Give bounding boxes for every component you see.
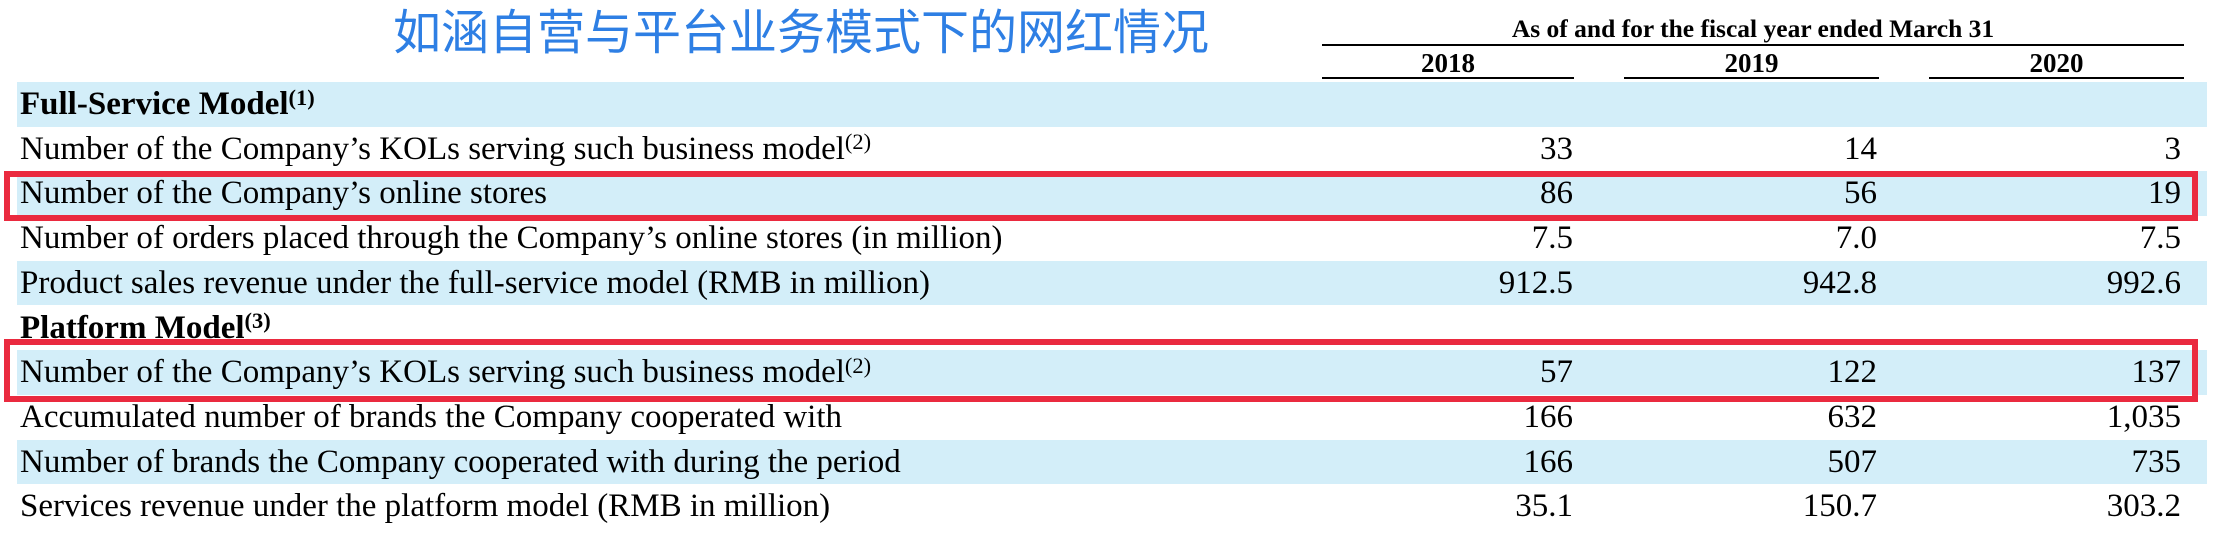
value-2020: 303.2 — [2106, 488, 2181, 525]
value-2020: 137 — [2131, 354, 2182, 391]
footnote-marker: (1) — [288, 84, 315, 110]
value-2019: 942.8 — [1802, 264, 1877, 301]
value-2019: 507 — [1827, 443, 1878, 480]
footnote-marker: (3) — [244, 308, 271, 334]
section-heading: Full-Service Model(1) — [20, 82, 315, 127]
value-2019: 56 — [1844, 175, 1877, 212]
value-2019: 7.0 — [1835, 220, 1877, 257]
value-2018: 912.5 — [1498, 264, 1573, 301]
row-label: Number of the Company’s online stores — [20, 175, 548, 212]
table-row: Number of the Company’s online stores 86… — [17, 171, 2207, 217]
table-row: Accumulated number of brands the Company… — [17, 395, 2207, 440]
year-header-2020: 2020 — [1929, 49, 2184, 79]
section-row-full-service: Full-Service Model(1) — [17, 82, 2207, 127]
value-2018: 35.1 — [1515, 488, 1573, 525]
row-label: Number of the Company’s KOLs serving suc… — [20, 127, 871, 172]
value-2020: 19 — [2148, 175, 2181, 212]
page-title: 如涵自营与平台业务模式下的网红情况 — [393, 5, 1210, 61]
row-label-text: Number of the Company’s KOLs serving suc… — [20, 354, 845, 391]
year-header-2019: 2019 — [1624, 49, 1879, 79]
value-2020: 735 — [2131, 443, 2182, 480]
value-2019: 632 — [1827, 398, 1878, 435]
value-2020: 3 — [2164, 130, 2182, 167]
table-row: Services revenue under the platform mode… — [17, 484, 2207, 529]
row-label: Number of brands the Company cooperated … — [20, 443, 901, 480]
value-2019: 122 — [1827, 354, 1878, 391]
row-label: Number of orders placed through the Comp… — [20, 220, 1003, 257]
value-2018: 166 — [1523, 443, 1574, 480]
footnote-marker: (2) — [844, 352, 872, 378]
value-2018: 33 — [1540, 130, 1573, 167]
row-label: Services revenue under the platform mode… — [20, 488, 831, 525]
value-2019: 150.7 — [1802, 488, 1877, 525]
highlight-box-platform-kols — [4, 339, 2198, 402]
value-2018: 166 — [1523, 398, 1574, 435]
table-row: Number of the Company’s KOLs serving suc… — [17, 350, 2207, 395]
value-2018: 86 — [1540, 175, 1573, 212]
table-row: Product sales revenue under the full-ser… — [17, 260, 2207, 306]
table-row: Number of brands the Company cooperated … — [17, 439, 2207, 485]
value-2018: 7.5 — [1531, 220, 1573, 257]
row-label-text: Number of the Company’s KOLs serving suc… — [20, 130, 845, 167]
value-2019: 14 — [1844, 130, 1877, 167]
highlight-box-online-stores — [4, 171, 2198, 221]
value-2020: 7.5 — [2139, 220, 2181, 257]
year-header-2018: 2018 — [1322, 49, 1574, 79]
table-row: Number of the Company’s KOLs serving suc… — [17, 127, 2207, 172]
column-group-header: As of and for the fiscal year ended Marc… — [1322, 14, 2184, 46]
table-row: Number of orders placed through the Comp… — [17, 216, 2207, 261]
value-2020: 1,035 — [2106, 398, 2181, 435]
row-label: Number of the Company’s KOLs serving suc… — [20, 350, 871, 395]
section-heading-text: Full-Service Model — [20, 86, 289, 122]
row-label: Accumulated number of brands the Company… — [20, 398, 843, 435]
value-2020: 992.6 — [2106, 264, 2181, 301]
row-label: Product sales revenue under the full-ser… — [20, 264, 931, 301]
value-2018: 57 — [1540, 354, 1573, 391]
footnote-marker: (2) — [844, 129, 872, 155]
